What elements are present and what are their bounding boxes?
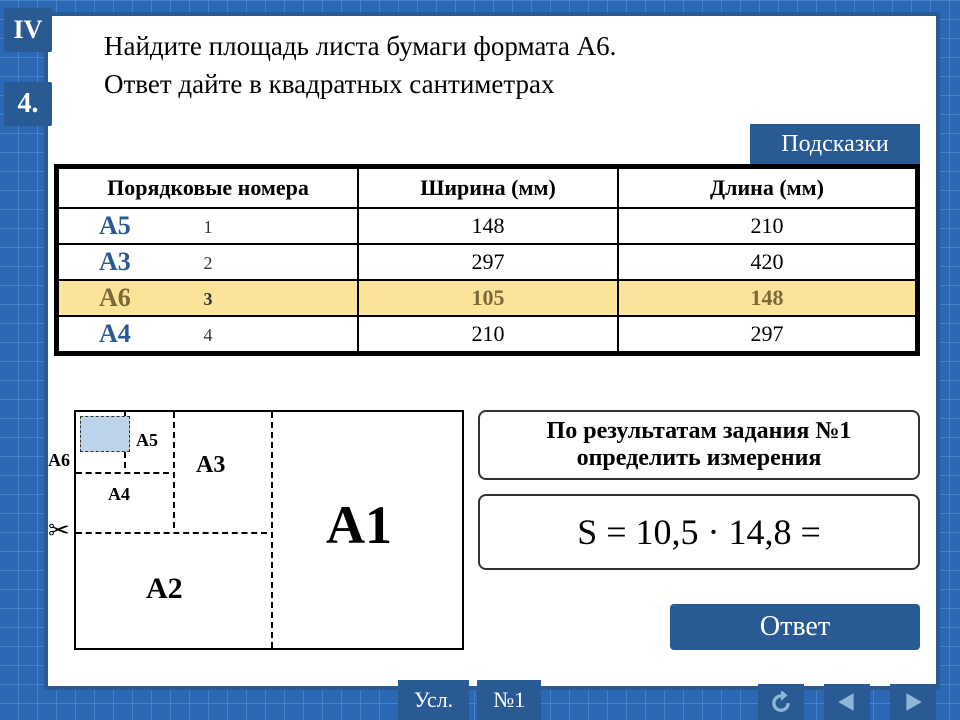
table-row: А51 148 210: [58, 208, 916, 244]
hints-button[interactable]: Подсказки: [750, 124, 920, 164]
nav-back-button[interactable]: [758, 684, 804, 720]
table-row: А32 297 420: [58, 244, 916, 280]
diagram-label-a3: A3: [196, 452, 225, 479]
col-header: Порядковые номера: [58, 168, 358, 208]
nav-next-button[interactable]: [890, 684, 936, 720]
table-header-row: Порядковые номера Ширина (мм) Длина (мм): [58, 168, 916, 208]
diagram-label-a4: А4: [108, 484, 130, 505]
diagram-label-a5: А5: [136, 430, 158, 451]
col-header: Ширина (мм): [358, 168, 618, 208]
scissors-icon: ✂: [48, 516, 70, 546]
data-table: Порядковые номера Ширина (мм) Длина (мм)…: [54, 164, 920, 356]
tab-condition[interactable]: Усл.: [398, 680, 469, 720]
task-text: Найдите площадь листа бумаги формата А6.…: [104, 28, 900, 104]
row-label: А5: [99, 211, 131, 241]
a6-highlight-rect: [80, 416, 130, 452]
section-badge: IV: [4, 8, 52, 52]
paper-diagram: A1 A2 A3: [74, 410, 464, 650]
nav-prev-button[interactable]: [824, 684, 870, 720]
formula-panel: S = 10,5 · 14,8 =: [478, 494, 920, 570]
table-row: А44 210 297: [58, 316, 916, 352]
tab-number1[interactable]: №1: [477, 680, 541, 720]
diagram-label-a2: A2: [146, 572, 183, 606]
diagram-label-a1: A1: [326, 494, 392, 556]
bottom-tabs: Усл. №1: [398, 680, 541, 720]
col-header: Длина (мм): [618, 168, 916, 208]
row-label: А3: [99, 247, 131, 277]
nav-buttons: [758, 684, 936, 720]
row-label: А4: [99, 319, 131, 349]
row-label: А6: [99, 283, 131, 313]
instruction-panel: По результатам задания №1определить изме…: [478, 410, 920, 480]
answer-button[interactable]: Ответ: [670, 604, 920, 650]
task-number-badge: 4.: [4, 82, 52, 126]
table-row-highlighted: А63 105 148: [58, 280, 916, 316]
diagram-label-a6: А6: [48, 450, 70, 471]
